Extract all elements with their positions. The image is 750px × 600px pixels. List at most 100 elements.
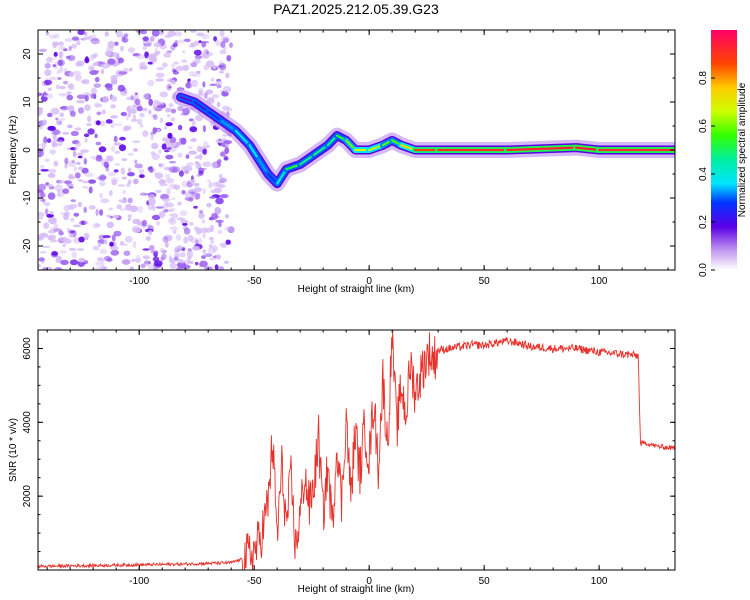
spectrogram-noise-blob bbox=[148, 168, 156, 173]
spectrogram-noise-blob bbox=[38, 211, 45, 218]
spectrogram-noise-blob bbox=[223, 260, 230, 264]
spectrogram-noise-blob bbox=[114, 163, 121, 166]
spectrogram-noise-blob bbox=[214, 207, 222, 215]
spectrogram-noise-blob bbox=[102, 235, 111, 239]
spectrogram-noise-blob bbox=[137, 106, 143, 112]
spectrogram-noise-blob bbox=[204, 92, 208, 99]
snr-ylabel: SNR (10 * v/v) bbox=[8, 418, 19, 482]
spectrogram-noise-blob bbox=[66, 94, 74, 101]
spectrogram-noise-blob bbox=[167, 113, 171, 118]
snr-panel: -100 -50 0 50 100 2000 4000 6000 Height of stra… bbox=[8, 329, 676, 595]
spectrogram-noise-blob bbox=[166, 83, 172, 91]
spectrogram-noise-blob bbox=[69, 259, 79, 266]
spectrogram-noise-blob bbox=[217, 229, 223, 235]
spectrogram-noise-blob bbox=[99, 61, 106, 65]
spectrogram-noise-blob bbox=[67, 124, 73, 129]
spectrogram-noise-blob bbox=[52, 41, 60, 47]
spectrogram-noise-blob bbox=[133, 148, 138, 152]
spectrogram-noise-blob bbox=[134, 98, 141, 106]
spectrogram-ridge-core bbox=[574, 146, 601, 152]
spectrogram-noise-blob bbox=[98, 146, 107, 153]
spectrogram-noise-blob bbox=[162, 236, 169, 243]
spectrogram-noise-blob bbox=[59, 250, 68, 254]
spectrogram-noise-blob bbox=[152, 103, 157, 111]
spectrogram-noise-blob bbox=[193, 205, 198, 209]
spectrogram-noise-blob bbox=[147, 61, 153, 65]
spectrogram-noise-blob bbox=[45, 203, 50, 207]
spectrogram-noise-blob bbox=[52, 64, 57, 67]
spectrogram-noise-blob bbox=[44, 79, 53, 86]
spectrogram-noise-blob bbox=[130, 118, 138, 122]
spectrogram-noise-blob bbox=[92, 245, 100, 251]
spectrogram-noise-blob bbox=[110, 115, 118, 119]
spectrogram-noise-blob bbox=[88, 205, 96, 210]
spectrogram-noise-blob bbox=[59, 118, 66, 121]
spectrogram-noise-blob bbox=[225, 214, 229, 219]
spectrogram-noise-blob bbox=[53, 228, 62, 232]
spectrogram-noise-blob bbox=[142, 130, 149, 137]
spectrogram-noise-blob bbox=[38, 107, 44, 115]
spectrogram-noise-blob bbox=[174, 31, 182, 37]
spectrogram-noise-blob bbox=[95, 141, 102, 146]
spectrogram-noise-blob bbox=[48, 168, 57, 174]
spectrogram-noise-blob bbox=[110, 177, 120, 183]
spectrogram-noise-blob bbox=[83, 206, 87, 213]
spectrogram-noise-blob bbox=[219, 49, 227, 55]
spectrogram-noise-blob bbox=[44, 63, 51, 69]
spectrogram-noise-blob bbox=[41, 198, 46, 203]
spectrogram-noise-blob bbox=[55, 139, 62, 142]
spectrogram-noise-blob bbox=[117, 84, 126, 92]
spectrogram-noise-blob bbox=[84, 138, 88, 143]
spectrogram-noise-blob bbox=[101, 175, 107, 180]
spectrogram-noise-blob bbox=[152, 127, 157, 135]
spectrogram-noise-blob bbox=[215, 181, 221, 188]
spectrogram-noise-blob bbox=[167, 132, 173, 139]
spectrogram-noise-blob bbox=[171, 213, 179, 219]
spectrogram-noise-blob bbox=[144, 259, 149, 267]
spectrogram-noise-blob bbox=[194, 55, 203, 60]
spectrogram-noise-blob bbox=[127, 47, 136, 53]
spectrogram-noise-blob bbox=[168, 255, 172, 261]
spectrogram-noise-blob bbox=[194, 161, 200, 165]
spectrogram-noise-blob bbox=[147, 79, 155, 87]
spectrogram-noise-blob bbox=[186, 250, 194, 258]
spectrogram-noise-blob bbox=[152, 114, 158, 120]
spectrogram-noise-blob bbox=[60, 259, 69, 265]
spectrogram-noise-blob bbox=[120, 243, 128, 246]
spectrogram-noise-blob bbox=[106, 221, 115, 229]
spectrogram-noise-blob bbox=[188, 150, 197, 155]
y-tick-label: 10 bbox=[22, 96, 33, 108]
spectrogram-noise-blob bbox=[176, 217, 186, 221]
spectrogram-noise-blob bbox=[163, 234, 173, 241]
spectrogram-noise-blob bbox=[223, 157, 229, 161]
spectrogram-noise-blob bbox=[47, 192, 56, 200]
spectrogram-noise-blob bbox=[105, 50, 112, 57]
spectrogram-noise-blob bbox=[73, 166, 77, 172]
spectrogram-noise-blob bbox=[75, 161, 81, 165]
spectrogram-noise-blob bbox=[48, 217, 57, 225]
spectrogram-noise-blob bbox=[74, 145, 79, 151]
spectrogram-noise-blob bbox=[193, 40, 200, 46]
spectrogram-noise-blob bbox=[53, 62, 58, 70]
spectrogram-noise-blob bbox=[183, 38, 191, 43]
spectrogram-noise-blob bbox=[105, 119, 113, 124]
spectrogram-noise-blob bbox=[188, 80, 196, 83]
spectrogram-noise-blob bbox=[194, 58, 201, 64]
spectrogram-noise-blob bbox=[67, 160, 76, 168]
spectrogram-noise-blob bbox=[206, 97, 215, 104]
spectrogram-noise-blob bbox=[70, 217, 75, 222]
spectrogram-noise-blob bbox=[168, 86, 172, 89]
spectrogram-noise-blob bbox=[164, 107, 170, 113]
spectrogram-noise-blob bbox=[116, 204, 123, 210]
spectrogram-noise-blob bbox=[91, 40, 95, 44]
spectrogram-noise-blob bbox=[169, 183, 177, 189]
spectrogram-noise-blob bbox=[199, 153, 203, 161]
spectrogram-noise-blob bbox=[90, 93, 96, 99]
spectrogram-noise-blob bbox=[176, 234, 181, 241]
spectrogram-ylabel: Frequency (Hz) bbox=[8, 116, 19, 185]
spectrogram-noise-blob bbox=[123, 250, 131, 256]
spectrogram-noise-blob bbox=[134, 228, 141, 233]
spectrogram-noise-blob bbox=[202, 81, 206, 88]
spectrogram-noise-blob bbox=[225, 72, 230, 79]
spectrogram-noise-blob bbox=[198, 167, 205, 174]
